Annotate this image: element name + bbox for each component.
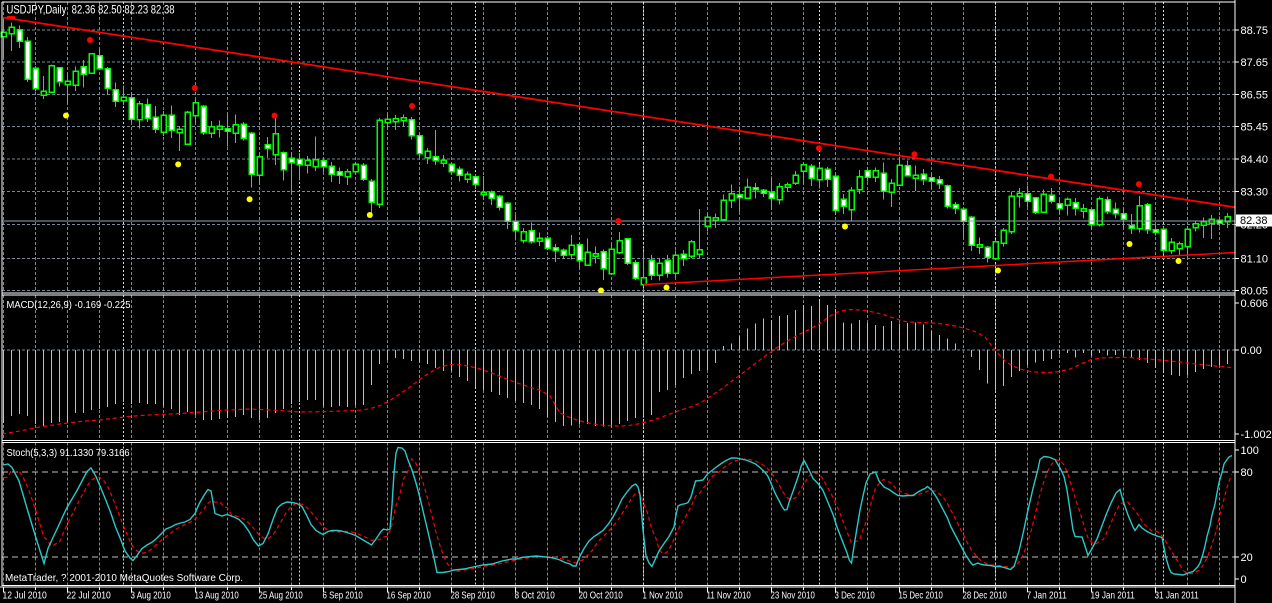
svg-text:100: 100	[1241, 445, 1259, 457]
svg-text:3 Aug 2010: 3 Aug 2010	[131, 590, 171, 602]
svg-text:80: 80	[1241, 467, 1253, 479]
svg-text:28 Dec 2010: 28 Dec 2010	[963, 590, 1007, 602]
svg-text:19 Jan 2011: 19 Jan 2011	[1091, 590, 1135, 602]
svg-text:7 Jan 2011: 7 Jan 2011	[1027, 590, 1067, 602]
svg-text:MACD(12,26,9) -0.169 -0.225: MACD(12,26,9) -0.169 -0.225	[7, 299, 131, 311]
svg-text:20: 20	[1241, 552, 1253, 564]
svg-text:0: 0	[1241, 574, 1247, 586]
svg-text:8 Oct 2010: 8 Oct 2010	[515, 590, 555, 602]
svg-text:1 Nov 2010: 1 Nov 2010	[643, 590, 683, 602]
svg-text:80.05: 80.05	[1241, 286, 1269, 298]
svg-text:23 Nov 2010: 23 Nov 2010	[771, 590, 815, 602]
svg-text:16 Sep 2010: 16 Sep 2010	[387, 590, 431, 602]
svg-text:84.40: 84.40	[1241, 154, 1269, 166]
svg-text:USDJPY,Daily 82.36 82.50 82.2: USDJPY,Daily 82.36 82.50 82.23 82.38	[7, 3, 175, 17]
svg-text:6 Sep 2010: 6 Sep 2010	[323, 590, 363, 602]
svg-text:0.606: 0.606	[1241, 298, 1269, 310]
svg-text:87.65: 87.65	[1241, 57, 1269, 69]
svg-text:88.75: 88.75	[1241, 25, 1269, 37]
svg-text:-1.002: -1.002	[1241, 429, 1272, 441]
svg-text:83.30: 83.30	[1241, 187, 1269, 199]
svg-text:MetaTrader, ? 2001-2010 MetaQu: MetaTrader, ? 2001-2010 MetaQuotes Softw…	[5, 572, 243, 584]
svg-text:22 Jul 2010: 22 Jul 2010	[67, 590, 111, 602]
svg-text:28 Sep 2010: 28 Sep 2010	[451, 590, 495, 602]
svg-text:Stoch(5,3,3) 91.1330 79.3166: Stoch(5,3,3) 91.1330 79.3166	[7, 447, 130, 459]
svg-text:31 Jan 2011: 31 Jan 2011	[1155, 590, 1199, 602]
svg-text:15 Dec 2010: 15 Dec 2010	[899, 590, 943, 602]
svg-text:81.10: 81.10	[1241, 254, 1269, 266]
svg-text:12 Jul 2010: 12 Jul 2010	[3, 590, 47, 602]
svg-text:85.45: 85.45	[1241, 121, 1269, 133]
svg-text:20 Oct 2010: 20 Oct 2010	[579, 590, 623, 602]
svg-text:0.00: 0.00	[1241, 345, 1262, 357]
svg-text:13 Aug 2010: 13 Aug 2010	[195, 590, 239, 602]
svg-text:11 Nov 2010: 11 Nov 2010	[707, 590, 751, 602]
svg-text:25 Aug 2010: 25 Aug 2010	[259, 590, 303, 602]
svg-text:3 Dec 2010: 3 Dec 2010	[835, 590, 875, 602]
svg-text:86.55: 86.55	[1241, 89, 1269, 101]
svg-text:82.38: 82.38	[1240, 215, 1268, 227]
